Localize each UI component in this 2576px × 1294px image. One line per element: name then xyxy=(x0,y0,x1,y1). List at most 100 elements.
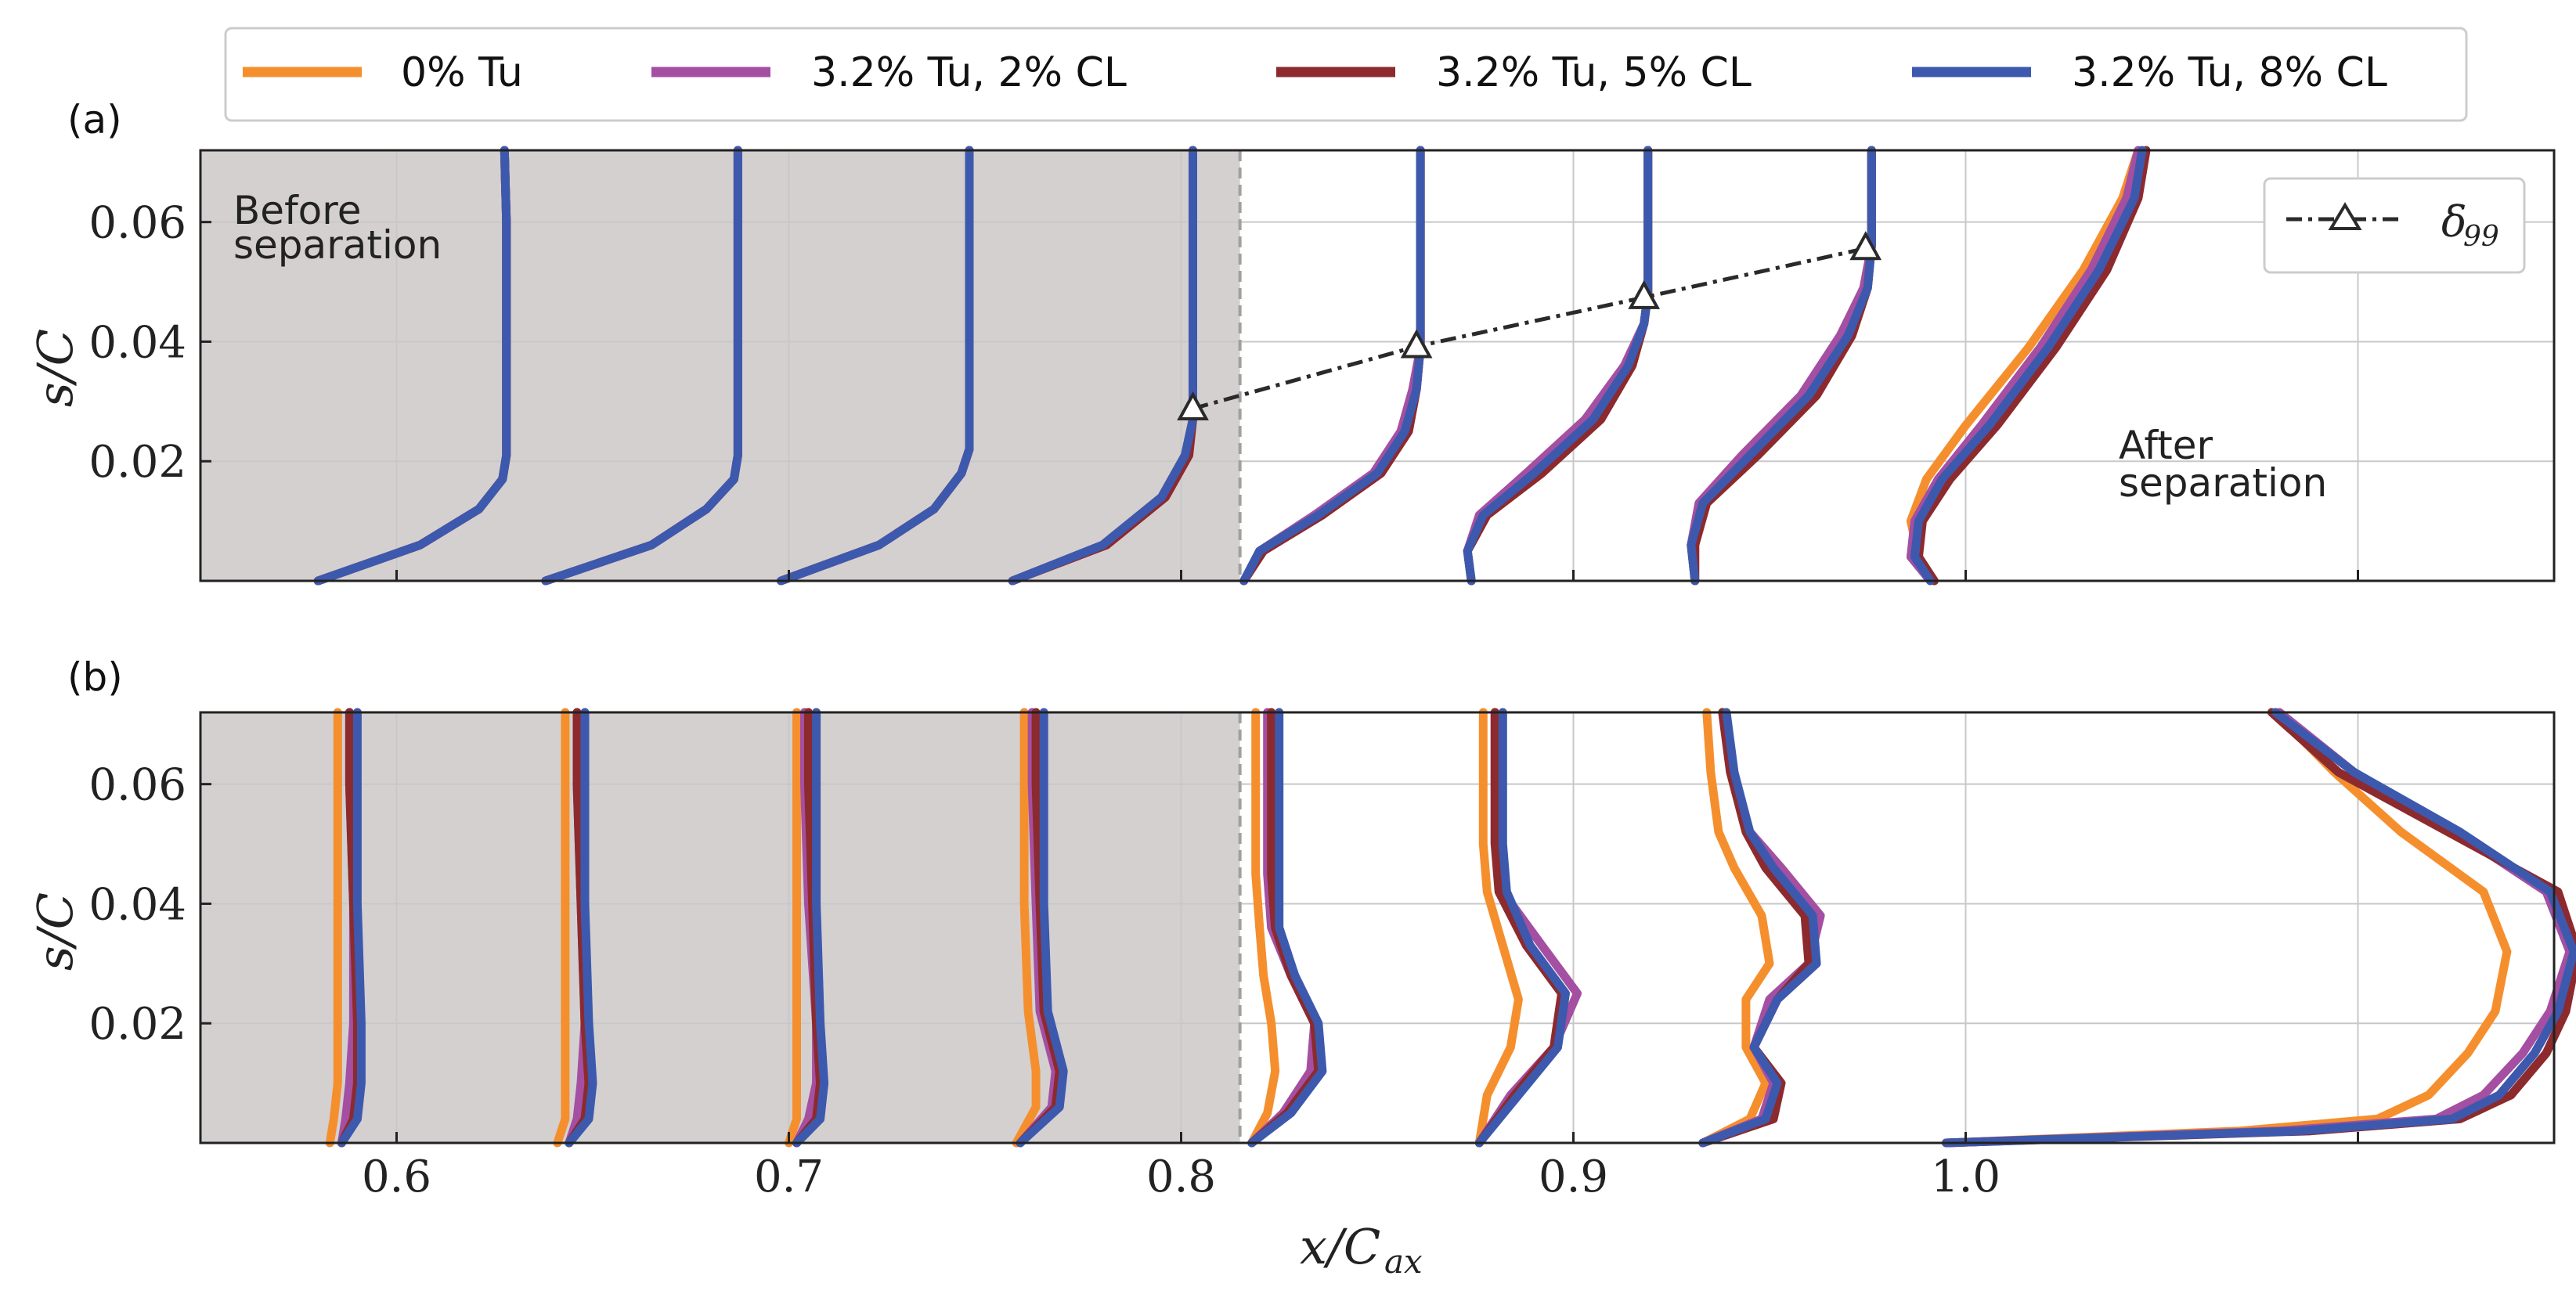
series-line xyxy=(1942,708,2576,1148)
profile-station-3 xyxy=(777,146,974,586)
legend-entry: 3.2% Tu, 5% CL xyxy=(1276,49,1752,96)
y-tick-label: 0.02 xyxy=(88,437,186,488)
panel-a: 0.02 0.04 0.06 Before separation After sep… xyxy=(27,146,2556,586)
y-axis-label: s/C xyxy=(27,329,84,407)
ticks: 0.6 0.7 0.8 0.9 1.0 0.02 0.04 0.06 xyxy=(88,760,2359,1202)
series-line xyxy=(785,708,801,1148)
delta99-marker xyxy=(1628,279,1661,309)
y-tick-label: 0.02 xyxy=(88,999,186,1050)
profile-station-6 xyxy=(1474,708,1582,1148)
series-line xyxy=(313,146,511,586)
series-line xyxy=(1687,146,1876,586)
delta99-legend-symbol: δ xyxy=(2441,197,2467,247)
panel-label-a: (a) xyxy=(67,97,122,142)
delta99-marker xyxy=(1849,231,1882,261)
series-line xyxy=(1247,708,1280,1148)
series-line xyxy=(1910,146,2147,586)
profile-station-7 xyxy=(1687,146,1876,586)
x-tick-label: 0.8 xyxy=(1146,1152,1216,1202)
series-line xyxy=(1463,146,1653,586)
after-separation-line1: After xyxy=(2119,423,2213,468)
series-line xyxy=(1698,708,1821,1148)
panel-label-b: (b) xyxy=(67,654,123,700)
legend: 0% Tu 3.2% Tu, 2% CL 3.2% Tu, 5% CL 3.2%… xyxy=(224,27,2468,122)
series-line xyxy=(1463,146,1653,586)
legend-label: 0% Tu xyxy=(401,49,523,96)
profile-station-2 xyxy=(541,146,742,586)
series-line xyxy=(1690,146,1876,586)
series-line xyxy=(1012,708,1041,1148)
profiles xyxy=(313,146,2151,586)
x-axis-label-text: x/C xyxy=(1300,1218,1380,1275)
series-line xyxy=(1474,708,1523,1148)
y-tick-label: 0.04 xyxy=(88,317,186,368)
delta99-markers xyxy=(1177,231,1882,420)
series-line xyxy=(1942,708,2576,1148)
profiles xyxy=(325,708,2576,1148)
series-line xyxy=(1687,146,1876,586)
profile-station-1 xyxy=(313,146,511,586)
x-axis-label: x/C ax xyxy=(1300,1218,1423,1281)
profile-station-5 xyxy=(1247,708,1327,1148)
series-line xyxy=(1474,708,1570,1148)
series-line xyxy=(1942,708,2512,1148)
series-line xyxy=(1239,146,1425,586)
series-line xyxy=(1698,708,1774,1148)
x-tick-label: 0.6 xyxy=(362,1152,431,1202)
delta99-marker xyxy=(1177,391,1209,420)
series-line xyxy=(565,708,597,1148)
y-tick-label: 0.06 xyxy=(88,760,186,811)
y-axis-label-text: s/C xyxy=(27,892,84,971)
before-separation-line1: Before xyxy=(233,188,361,233)
series-line xyxy=(1906,146,2143,586)
before-separation-line2: separation xyxy=(233,222,442,268)
y-tick-label: 0.04 xyxy=(88,879,186,930)
x-tick-label: 1.0 xyxy=(1931,1152,2001,1202)
y-axis-label-text: s/C xyxy=(27,329,84,407)
profile-station-4 xyxy=(1012,708,1068,1148)
series-line xyxy=(1698,708,1813,1148)
series-line xyxy=(1016,708,1068,1148)
profile-station-7 xyxy=(1698,708,1825,1148)
profile-station-5 xyxy=(1239,146,1425,586)
series-line xyxy=(337,708,366,1148)
x-tick-label: 0.9 xyxy=(1539,1152,1608,1202)
legend-entry: 0% Tu xyxy=(243,49,523,96)
delta99-legend-subscript: 99 xyxy=(2463,221,2499,253)
series-line xyxy=(1247,708,1327,1148)
series-line xyxy=(777,146,974,586)
ticks: 0.02 0.04 0.06 xyxy=(88,198,2359,581)
series-line xyxy=(1239,146,1425,586)
series-line xyxy=(1942,708,2574,1148)
x-tick-label: 0.7 xyxy=(754,1152,824,1202)
panel-b: 0.6 0.7 0.8 0.9 1.0 0.02 0.04 0.06 s/C xyxy=(27,708,2576,1202)
delta99-line xyxy=(1192,246,1867,411)
profile-station-1 xyxy=(325,708,366,1148)
legend-entry: 3.2% Tu, 2% CL xyxy=(651,49,1127,96)
series-line xyxy=(1687,146,1876,586)
after-separation-line2: separation xyxy=(2119,460,2327,506)
series-line xyxy=(1239,146,1425,586)
legend-label: 3.2% Tu, 8% CL xyxy=(2072,49,2387,96)
profile-station-8 xyxy=(1906,146,2151,586)
delta99-marks xyxy=(1177,231,1882,420)
legend-entry: 3.2% Tu, 8% CL xyxy=(1912,49,2387,96)
y-axis-label: s/C xyxy=(27,892,84,971)
profile-station-3 xyxy=(785,708,829,1148)
delta99-legend-marker xyxy=(2328,202,2362,230)
series-line xyxy=(541,146,742,586)
y-tick-label: 0.06 xyxy=(88,198,186,249)
series-line xyxy=(325,708,342,1148)
legend-label: 3.2% Tu, 5% CL xyxy=(1436,49,1752,96)
delta99-legend: δ 99 xyxy=(2263,177,2526,274)
profile-station-2 xyxy=(553,708,597,1148)
x-axis-label-subscript: ax xyxy=(1384,1242,1423,1281)
profile-station-6 xyxy=(1463,146,1653,586)
series-line xyxy=(1239,146,1425,586)
series-line xyxy=(553,708,570,1148)
profile-station-8 xyxy=(1942,708,2576,1148)
axes-frame xyxy=(199,711,2556,1144)
axes-frame xyxy=(199,149,2556,582)
delta99-legend-frame xyxy=(2263,177,2526,274)
